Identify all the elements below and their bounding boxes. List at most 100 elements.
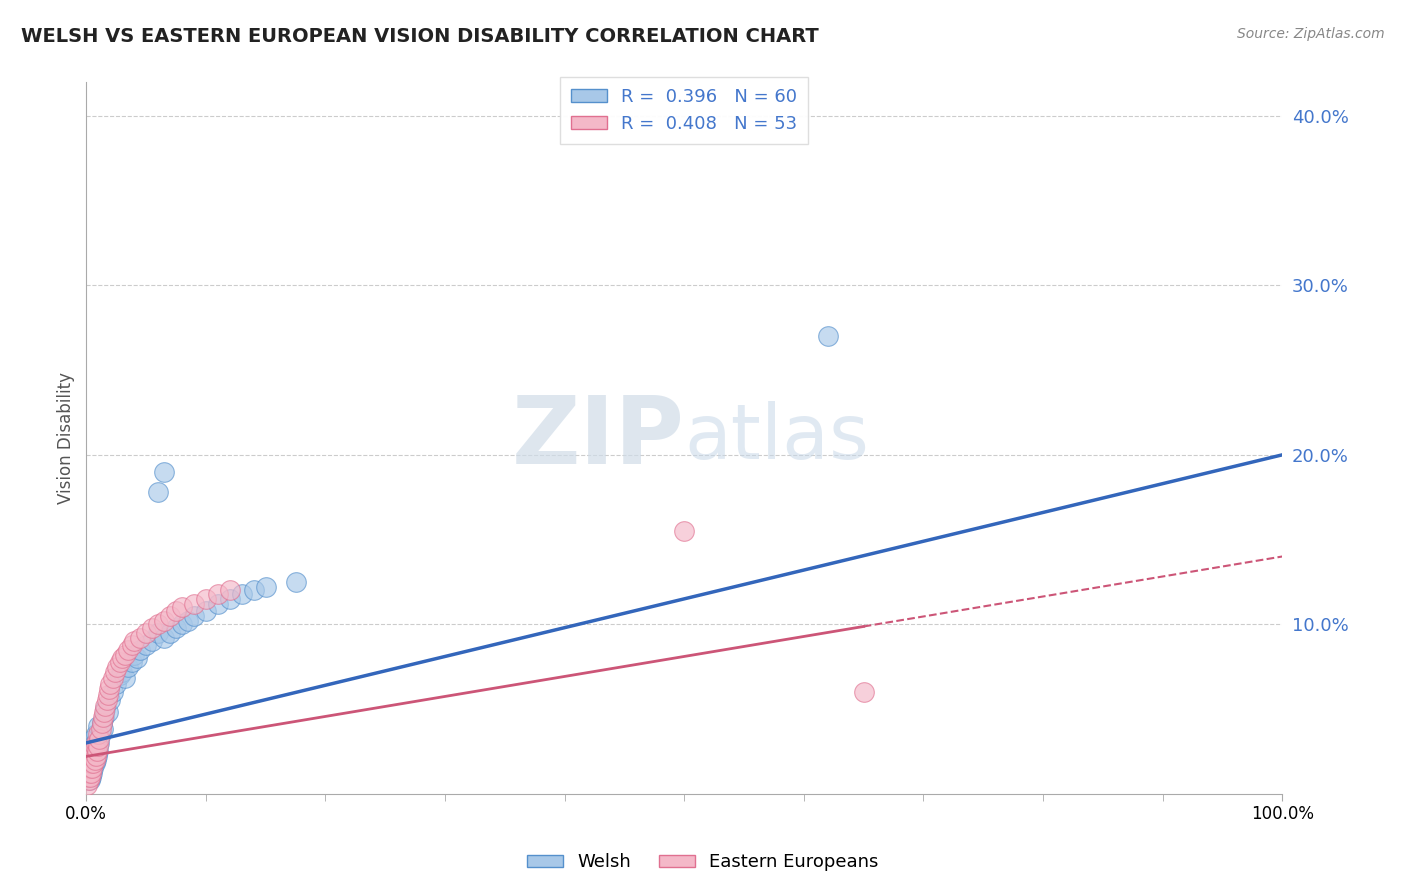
Point xyxy=(141,621,163,635)
Point xyxy=(254,580,277,594)
Point xyxy=(146,625,169,640)
Y-axis label: Vision Disability: Vision Disability xyxy=(58,372,75,504)
Point xyxy=(673,524,696,538)
Point xyxy=(146,617,169,632)
Point xyxy=(129,642,152,657)
Legend: Welsh, Eastern Europeans: Welsh, Eastern Europeans xyxy=(520,847,886,879)
Point xyxy=(79,763,101,777)
Point xyxy=(101,672,124,686)
Point xyxy=(105,676,128,690)
Point xyxy=(84,727,107,741)
Point xyxy=(117,659,139,673)
Point xyxy=(76,778,98,792)
Point xyxy=(84,749,107,764)
Point xyxy=(242,583,264,598)
Point xyxy=(94,698,117,713)
Point xyxy=(165,604,187,618)
Point xyxy=(91,710,114,724)
Point xyxy=(97,706,120,720)
Point xyxy=(194,591,217,606)
Point xyxy=(82,766,104,780)
Point xyxy=(82,756,104,771)
Point xyxy=(86,744,108,758)
Point xyxy=(170,600,193,615)
Point xyxy=(82,732,104,747)
Point xyxy=(153,631,176,645)
Point xyxy=(86,749,108,764)
Point xyxy=(83,739,105,754)
Point xyxy=(90,727,112,741)
Point xyxy=(105,659,128,673)
Point xyxy=(218,591,240,606)
Point xyxy=(96,693,118,707)
Point xyxy=(852,685,875,699)
Point xyxy=(146,485,169,500)
Point xyxy=(87,719,110,733)
Point xyxy=(114,672,136,686)
Point xyxy=(87,739,110,754)
Point xyxy=(108,668,131,682)
Point xyxy=(231,587,253,601)
Point xyxy=(83,753,105,767)
Point xyxy=(82,739,104,754)
Text: WELSH VS EASTERN EUROPEAN VISION DISABILITY CORRELATION CHART: WELSH VS EASTERN EUROPEAN VISION DISABIL… xyxy=(21,27,818,45)
Point xyxy=(194,604,217,618)
Point xyxy=(135,638,157,652)
Point xyxy=(122,634,145,648)
Point xyxy=(76,770,98,784)
Point xyxy=(111,651,134,665)
Point xyxy=(94,702,117,716)
Point xyxy=(79,770,101,784)
Point xyxy=(218,583,240,598)
Point xyxy=(83,756,105,771)
Point xyxy=(90,715,112,730)
Point xyxy=(80,756,103,771)
Point xyxy=(87,744,110,758)
Point xyxy=(90,715,112,730)
Point xyxy=(93,706,115,720)
Point xyxy=(159,608,181,623)
Point xyxy=(87,727,110,741)
Point xyxy=(114,648,136,662)
Point xyxy=(121,655,143,669)
Point xyxy=(77,756,100,771)
Point xyxy=(122,648,145,662)
Point xyxy=(79,761,101,775)
Point xyxy=(97,689,120,703)
Point xyxy=(135,625,157,640)
Point xyxy=(207,597,229,611)
Point xyxy=(83,736,105,750)
Point xyxy=(82,749,104,764)
Point xyxy=(101,685,124,699)
Point xyxy=(77,766,100,780)
Point xyxy=(125,651,148,665)
Point xyxy=(817,329,839,343)
Point xyxy=(153,465,176,479)
Point xyxy=(80,744,103,758)
Point xyxy=(98,693,121,707)
Point xyxy=(129,631,152,645)
Point xyxy=(104,665,127,679)
Point xyxy=(141,634,163,648)
Point xyxy=(89,736,111,750)
Point xyxy=(284,574,307,589)
Point xyxy=(153,614,176,628)
Point xyxy=(183,597,205,611)
Point xyxy=(111,665,134,679)
Text: Source: ZipAtlas.com: Source: ZipAtlas.com xyxy=(1237,27,1385,41)
Point xyxy=(76,770,98,784)
Point xyxy=(90,723,112,737)
Point xyxy=(93,710,115,724)
Point xyxy=(84,753,107,767)
Point xyxy=(91,723,114,737)
Point xyxy=(82,744,104,758)
Point xyxy=(82,761,104,775)
Point xyxy=(89,732,111,747)
Point xyxy=(207,587,229,601)
Point xyxy=(79,773,101,788)
Point xyxy=(183,608,205,623)
Point xyxy=(80,770,103,784)
Point xyxy=(77,773,100,788)
Text: atlas: atlas xyxy=(685,401,869,475)
Text: ZIP: ZIP xyxy=(512,392,685,484)
